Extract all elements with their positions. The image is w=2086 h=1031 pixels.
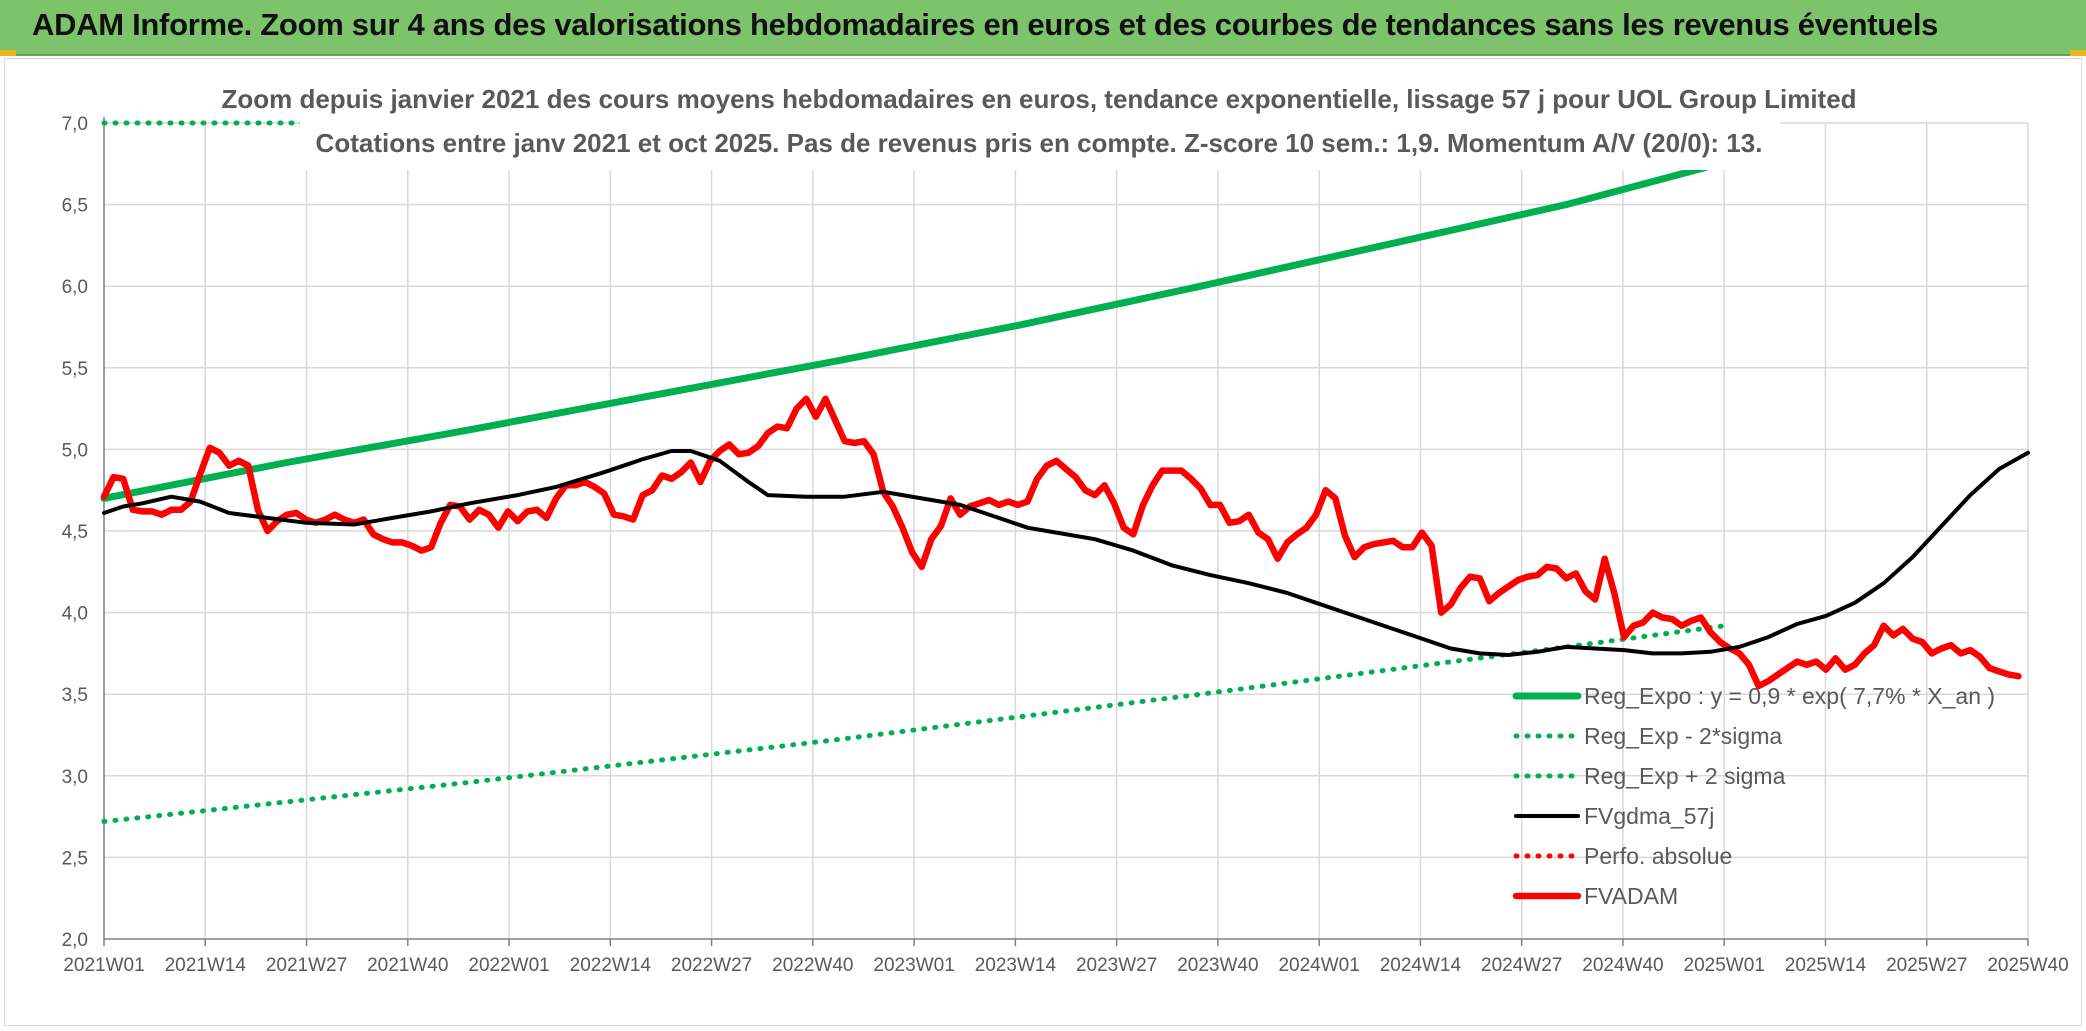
series-lines <box>100 120 2030 824</box>
x-tick-label: 2021W14 <box>165 955 247 976</box>
y-tick-label: 2,5 <box>62 848 88 869</box>
legend-entry-label: Reg_Exp - 2*sigma <box>1584 723 1782 749</box>
y-tick-label: 4,5 <box>62 522 88 543</box>
x-tick-label: 2025W01 <box>1684 955 1765 976</box>
x-tick-label: 2022W40 <box>772 955 853 976</box>
x-tick-label: 2024W14 <box>1380 955 1462 976</box>
x-tick-label: 2022W01 <box>468 955 549 976</box>
x-tick-label: 2022W27 <box>671 955 752 976</box>
grid-lines <box>104 122 2029 939</box>
y-tick-label: 4,0 <box>62 604 88 625</box>
y-tick-label: 3,0 <box>62 767 88 788</box>
axes: 2,0 2,5 3,0 3,5 4,0 4,5 5,0 5,5 6,0 6,5 7,0 2021W01… <box>62 114 2069 976</box>
y-tick-label: 5,5 <box>62 359 88 380</box>
legend-entry-label: Reg_Exp + 2 sigma <box>1584 763 1786 789</box>
banner-accent-left <box>0 50 16 56</box>
chart-title-line-2: Cotations entre janv 2021 et oct 2025. P… <box>316 128 1763 158</box>
x-tick-label: 2023W27 <box>1076 955 1157 976</box>
legend-entry-label: Reg_Expo : y = 0,9 * exp( 7,7% * X_an ) <box>1584 683 1995 709</box>
y-tick-label: 7,0 <box>62 114 88 135</box>
x-tick-label: 2025W14 <box>1785 955 1867 976</box>
chart-title-line-1: Zoom depuis janvier 2021 des cours moyen… <box>221 84 1856 114</box>
title-backdrop <box>300 72 1780 170</box>
x-tick-label: 2024W01 <box>1278 955 1359 976</box>
chart-area <box>4 58 2082 1026</box>
x-tick-label: 2025W27 <box>1886 955 1967 976</box>
legend-entry-label: FVADAM <box>1584 883 1678 909</box>
y-tick-label: 2,0 <box>62 930 88 951</box>
legend-entry-label: FVgdma_57j <box>1584 803 1714 829</box>
x-tick-label: 2023W14 <box>975 955 1057 976</box>
series-line-fvadam <box>100 395 2022 690</box>
banner-accent-right <box>2070 50 2086 56</box>
legend: Reg_Expo : y = 0,9 * exp( 7,7% * X_an ) R… <box>1512 683 1995 909</box>
x-tick-label: 2021W40 <box>367 955 448 976</box>
series-line-fvgdma-57j <box>102 449 2030 657</box>
x-tick-label: 2024W27 <box>1481 955 1562 976</box>
x-tick-label: 2023W40 <box>1177 955 1258 976</box>
x-tick-label: 2024W40 <box>1582 955 1663 976</box>
report-title: ADAM Informe. Zoom sur 4 ans des valoris… <box>32 7 1939 42</box>
x-tick-label: 2021W27 <box>266 955 347 976</box>
x-tick-label: 2022W14 <box>570 955 652 976</box>
report-banner <box>0 0 2086 56</box>
y-tick-label: 5,0 <box>62 440 88 461</box>
x-tick-label: 2021W01 <box>63 955 144 976</box>
y-tick-label: 3,5 <box>62 685 88 706</box>
x-tick-label: 2023W01 <box>873 955 954 976</box>
series-line-reg-expo-y-0-9-exp-7-7-x-an <box>100 158 1729 502</box>
y-tick-label: 6,5 <box>62 196 88 217</box>
series-line-reg-exp-2-sigma <box>101 623 1728 824</box>
x-tick-label: 2025W40 <box>1987 955 2068 976</box>
legend-entry-label: Perfo. absolue <box>1584 843 1732 869</box>
y-tick-label: 6,0 <box>62 277 88 298</box>
